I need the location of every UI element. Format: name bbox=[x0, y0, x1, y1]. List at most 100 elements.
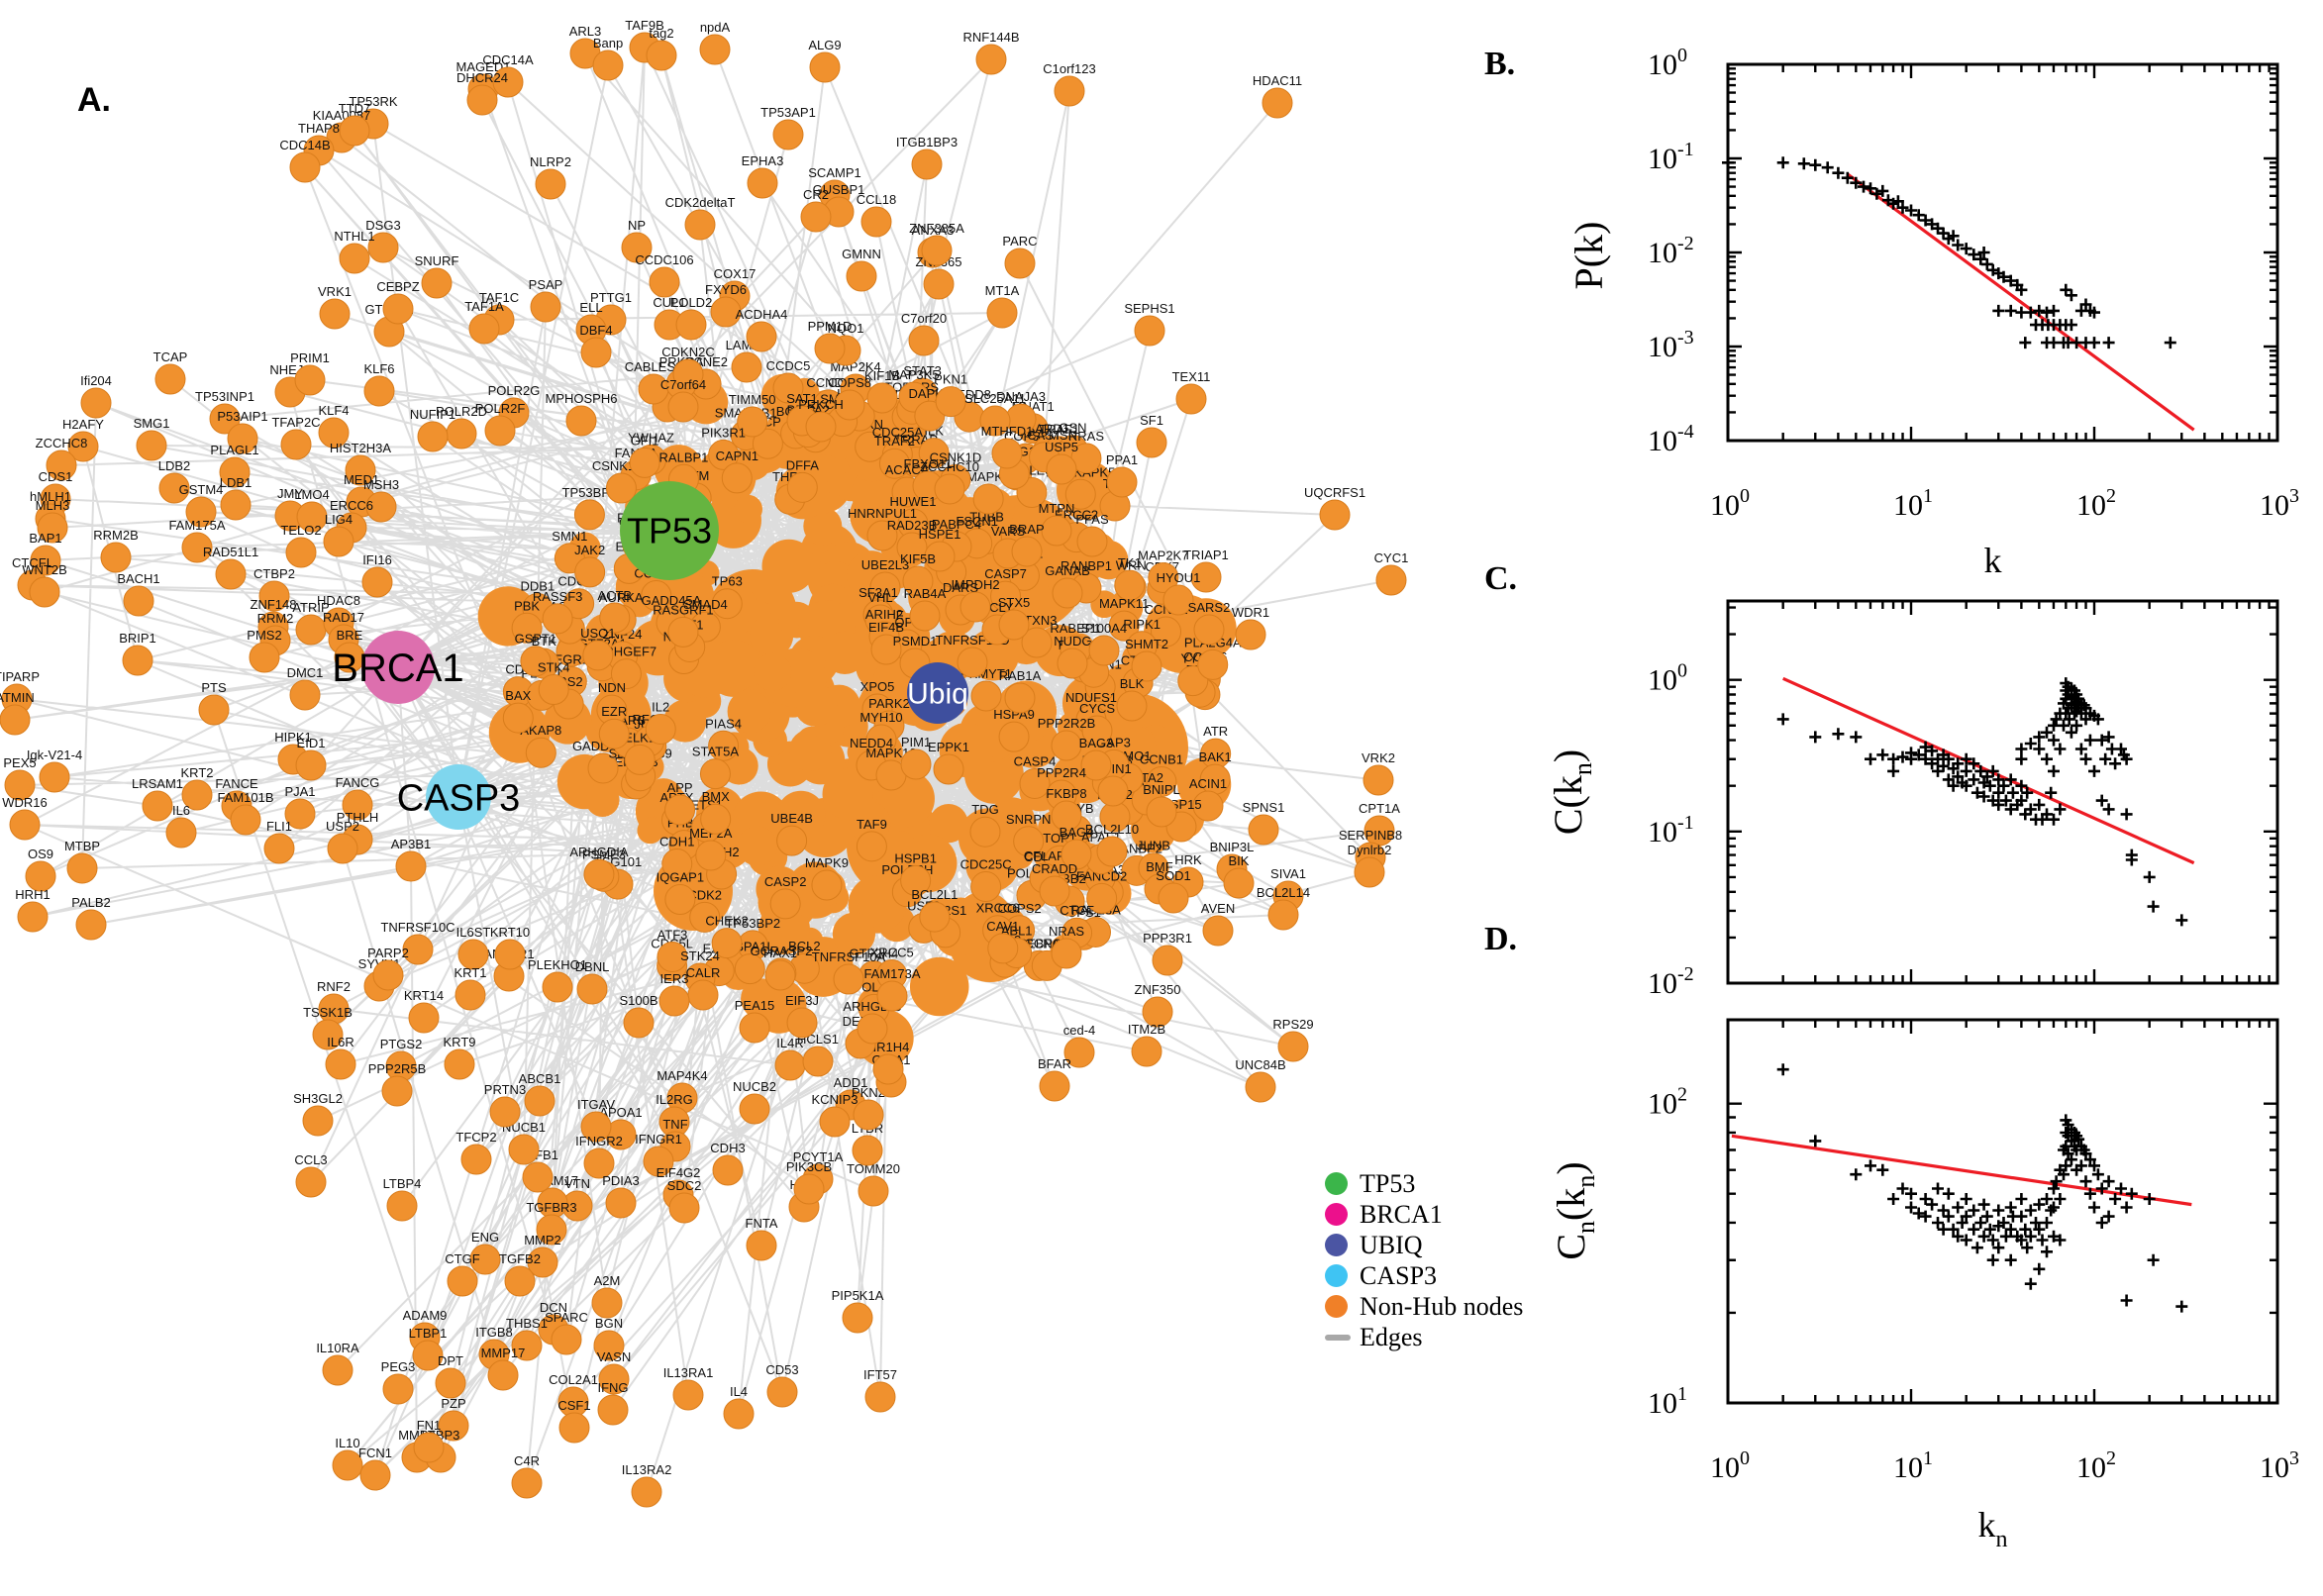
network-node[interactable] bbox=[970, 871, 1002, 903]
network-node[interactable] bbox=[972, 483, 1004, 515]
network-node[interactable] bbox=[1262, 87, 1293, 119]
network-node[interactable] bbox=[902, 565, 934, 597]
network-node[interactable] bbox=[466, 84, 498, 116]
network-node[interactable] bbox=[786, 471, 818, 503]
network-node[interactable] bbox=[661, 848, 693, 880]
network-node[interactable] bbox=[727, 689, 771, 734]
network-node[interactable] bbox=[1363, 764, 1394, 796]
network-node[interactable] bbox=[752, 428, 783, 459]
network-node[interactable] bbox=[563, 588, 595, 620]
network-node[interactable] bbox=[641, 580, 672, 612]
network-node[interactable] bbox=[708, 439, 740, 470]
network-node[interactable] bbox=[605, 472, 637, 504]
network-node[interactable] bbox=[574, 556, 606, 588]
network-node[interactable] bbox=[878, 448, 910, 479]
network-node[interactable] bbox=[811, 869, 843, 901]
network-node[interactable] bbox=[525, 737, 556, 768]
network-node[interactable] bbox=[598, 718, 630, 749]
network-node[interactable] bbox=[1076, 526, 1108, 557]
network-node[interactable] bbox=[711, 588, 743, 620]
network-node[interactable] bbox=[520, 646, 552, 677]
network-node[interactable] bbox=[637, 817, 664, 845]
network-node[interactable] bbox=[664, 794, 696, 826]
network-node[interactable] bbox=[721, 462, 753, 494]
network-node[interactable] bbox=[1175, 383, 1207, 415]
network-node[interactable] bbox=[708, 730, 740, 761]
network-node[interactable] bbox=[924, 541, 956, 572]
network-node[interactable] bbox=[896, 532, 928, 563]
network-node[interactable] bbox=[684, 209, 716, 241]
network-node[interactable] bbox=[624, 744, 656, 775]
network-node[interactable] bbox=[870, 634, 902, 665]
network-node[interactable] bbox=[734, 494, 762, 524]
network-node[interactable] bbox=[1004, 682, 1036, 714]
network-node[interactable] bbox=[700, 803, 732, 835]
network-node[interactable] bbox=[1081, 715, 1113, 747]
network-node[interactable] bbox=[772, 119, 804, 150]
network-node[interactable] bbox=[900, 748, 932, 780]
network-node[interactable] bbox=[809, 51, 841, 83]
network-node[interactable] bbox=[866, 382, 898, 414]
network-node[interactable] bbox=[1021, 627, 1053, 658]
network-node[interactable] bbox=[856, 831, 887, 862]
network-node[interactable] bbox=[689, 901, 721, 933]
network-node[interactable] bbox=[582, 640, 614, 671]
network-node[interactable] bbox=[1041, 515, 1072, 547]
network-node[interactable] bbox=[667, 616, 699, 648]
network-node[interactable] bbox=[909, 956, 969, 1017]
network-node[interactable] bbox=[1088, 635, 1120, 666]
network-node[interactable] bbox=[960, 591, 991, 623]
network-node[interactable] bbox=[583, 858, 615, 890]
network-node[interactable] bbox=[1054, 75, 1085, 107]
network-node[interactable] bbox=[629, 447, 660, 478]
network-node[interactable] bbox=[998, 721, 1030, 752]
network-node[interactable] bbox=[1013, 826, 1045, 857]
network-node[interactable] bbox=[769, 888, 801, 920]
network-node[interactable] bbox=[1064, 478, 1096, 510]
network-node[interactable] bbox=[695, 840, 727, 871]
network-node[interactable] bbox=[573, 499, 605, 531]
network-node[interactable] bbox=[822, 768, 873, 820]
network-node[interactable] bbox=[1319, 499, 1351, 531]
network-node[interactable] bbox=[957, 647, 988, 678]
network-node[interactable] bbox=[1134, 315, 1165, 347]
network-node[interactable] bbox=[1162, 584, 1194, 616]
network-node[interactable] bbox=[776, 825, 808, 856]
network-node[interactable] bbox=[1136, 427, 1167, 458]
network-node[interactable] bbox=[737, 406, 768, 438]
network-node[interactable] bbox=[1051, 730, 1082, 761]
network-node[interactable] bbox=[1086, 882, 1118, 914]
network-node[interactable] bbox=[1108, 610, 1140, 642]
network-node[interactable] bbox=[699, 758, 731, 790]
network-node[interactable] bbox=[860, 206, 892, 238]
network-node[interactable] bbox=[998, 609, 1030, 641]
network-node[interactable] bbox=[1052, 577, 1083, 609]
network-node[interactable] bbox=[699, 34, 731, 65]
network-node[interactable] bbox=[747, 167, 778, 199]
network-node[interactable] bbox=[599, 602, 631, 634]
network-node[interactable] bbox=[1375, 564, 1407, 596]
network-node[interactable] bbox=[800, 201, 832, 233]
network-node[interactable] bbox=[923, 268, 955, 300]
network-node[interactable] bbox=[909, 600, 941, 632]
network-node[interactable] bbox=[1011, 536, 1043, 567]
network-node[interactable] bbox=[664, 884, 696, 916]
network-node[interactable] bbox=[986, 297, 1018, 329]
network-node[interactable] bbox=[975, 44, 1007, 75]
network-node[interactable] bbox=[492, 66, 524, 98]
network-node[interactable] bbox=[1114, 569, 1146, 601]
network-node[interactable] bbox=[846, 260, 877, 292]
network-node[interactable] bbox=[734, 953, 765, 985]
network-node[interactable] bbox=[919, 901, 951, 933]
network-node[interactable] bbox=[823, 631, 866, 674]
network-node[interactable] bbox=[592, 50, 624, 81]
network-node[interactable] bbox=[908, 325, 940, 356]
network-node[interactable] bbox=[1106, 466, 1138, 498]
network-node[interactable] bbox=[979, 405, 1011, 437]
network-node[interactable] bbox=[741, 978, 782, 1020]
network-node[interactable] bbox=[866, 520, 898, 551]
network-node[interactable] bbox=[1193, 614, 1225, 646]
network-node[interactable] bbox=[758, 902, 810, 954]
network-node[interactable] bbox=[1057, 648, 1088, 679]
network-node[interactable] bbox=[991, 438, 1023, 469]
